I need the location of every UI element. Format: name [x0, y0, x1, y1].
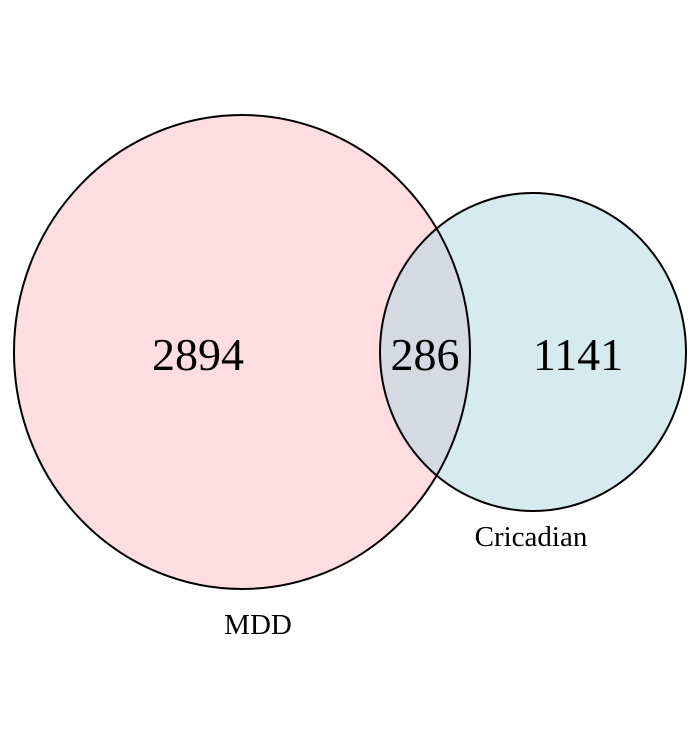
cricadian-only-count: 1141: [533, 329, 623, 380]
mdd-only-count: 2894: [152, 329, 244, 380]
mdd-circle: [14, 115, 470, 589]
intersection-count: 286: [391, 329, 460, 380]
cricadian-circle-outline: [379, 192, 687, 512]
cricadian-label: Cricadian: [475, 521, 588, 553]
mdd-label: MDD: [224, 609, 292, 641]
mdd-circle-outline: [13, 114, 471, 590]
